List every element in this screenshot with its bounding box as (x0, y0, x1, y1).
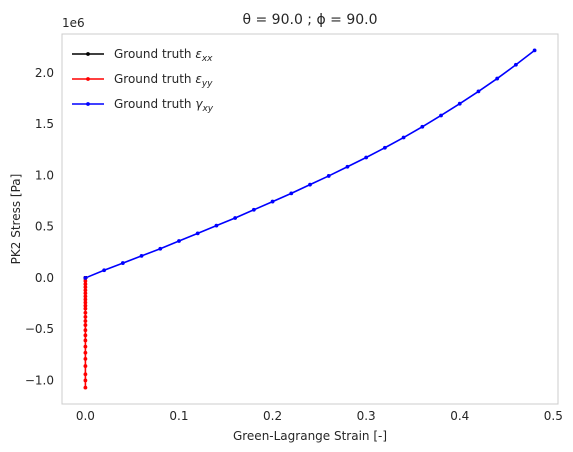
y-tick-label: 0.5 (35, 220, 54, 234)
data-point (270, 199, 275, 204)
y-offset-label: 1e6 (62, 16, 85, 30)
data-point (102, 268, 107, 273)
x-tick-label: 0.4 (450, 409, 469, 423)
data-point (83, 310, 88, 315)
data-point (83, 306, 88, 311)
series-2 (83, 48, 537, 280)
x-tick-labels: 0.0 0.1 0.2 0.3 0.4 0.5 (76, 409, 563, 423)
data-point (158, 246, 163, 251)
y-tick-label: 1.5 (35, 117, 54, 131)
data-point (177, 239, 181, 243)
y-tick-labels: −1.0 −0.5 0.0 0.5 1.0 1.5 2.0 (25, 66, 54, 387)
data-point (120, 261, 125, 265)
data-point (83, 282, 88, 286)
data-point (83, 357, 88, 361)
y-tick-label: −0.5 (25, 322, 54, 336)
data-point (83, 364, 88, 368)
legend: Ground truth εxx Ground truth εyy Ground t… (72, 47, 214, 114)
data-point (195, 231, 200, 236)
data-point (439, 113, 443, 118)
data-point (364, 155, 369, 160)
y-axis-label: PK2 Stress [Pa] (9, 174, 23, 265)
legend-label: Ground truth γxy (114, 97, 214, 114)
x-tick-label: 0.3 (357, 409, 376, 423)
y-tick-label: 1.0 (35, 168, 54, 182)
x-axis-label: Green-Lagrange Strain [-] (233, 429, 387, 443)
data-point (83, 319, 88, 323)
x-tick-label: 0.0 (76, 409, 95, 423)
x-tick-label: 0.1 (169, 409, 188, 423)
data-point (326, 174, 331, 178)
legend-swatch-marker (86, 102, 90, 106)
data-point (233, 216, 238, 220)
data-point (83, 372, 88, 377)
data-point (83, 385, 88, 390)
data-point (513, 62, 518, 67)
y-tick-label: −1.0 (25, 373, 54, 387)
data-point (420, 124, 425, 129)
legend-label: Ground truth εyy (114, 72, 213, 89)
series-1 (83, 276, 88, 390)
data-point (476, 89, 481, 94)
data-point (83, 378, 88, 383)
data-point (83, 294, 88, 299)
series-layer (83, 48, 537, 390)
data-point (289, 191, 294, 196)
y-tick-label: 2.0 (35, 66, 54, 80)
y-tick-label: 0.0 (35, 271, 54, 285)
data-point (83, 344, 88, 349)
x-tick-label: 0.2 (263, 409, 282, 423)
legend-swatch-marker (86, 77, 90, 81)
data-point (83, 333, 88, 338)
data-point (83, 300, 88, 305)
data-point (83, 323, 88, 327)
data-point (83, 350, 88, 355)
legend-label: Ground truth εxx (114, 47, 213, 64)
data-point (251, 207, 256, 212)
data-point (214, 223, 219, 228)
legend-swatch-marker (86, 52, 90, 56)
x-tick-label: 0.5 (544, 409, 563, 423)
data-point (83, 291, 88, 296)
data-point (532, 48, 537, 53)
chart-title: θ = 90.0 ; ϕ = 90.0 (242, 12, 377, 28)
data-point (308, 182, 312, 187)
data-point (83, 276, 88, 280)
data-point (83, 288, 88, 293)
data-point (382, 145, 387, 150)
data-point (83, 303, 88, 308)
plot-frame (61, 33, 559, 405)
data-point (83, 338, 88, 343)
data-point (83, 328, 88, 333)
data-point (139, 253, 144, 258)
data-point (401, 135, 406, 140)
data-point (83, 279, 88, 283)
data-point (83, 285, 88, 290)
data-point (457, 101, 462, 106)
data-point (83, 314, 88, 319)
data-point (345, 164, 350, 169)
data-point (495, 76, 500, 81)
data-point (83, 297, 88, 302)
